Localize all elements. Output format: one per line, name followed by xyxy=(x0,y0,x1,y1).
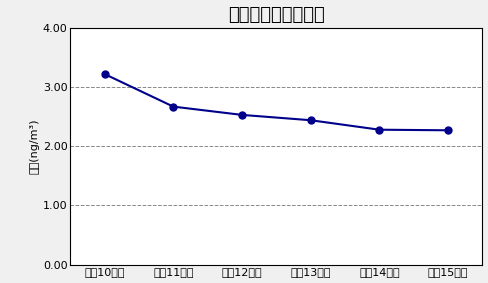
Y-axis label: 濃度(ng/m³): 濃度(ng/m³) xyxy=(30,119,40,174)
Title: 水銀及びその化合物: 水銀及びその化合物 xyxy=(228,6,325,23)
